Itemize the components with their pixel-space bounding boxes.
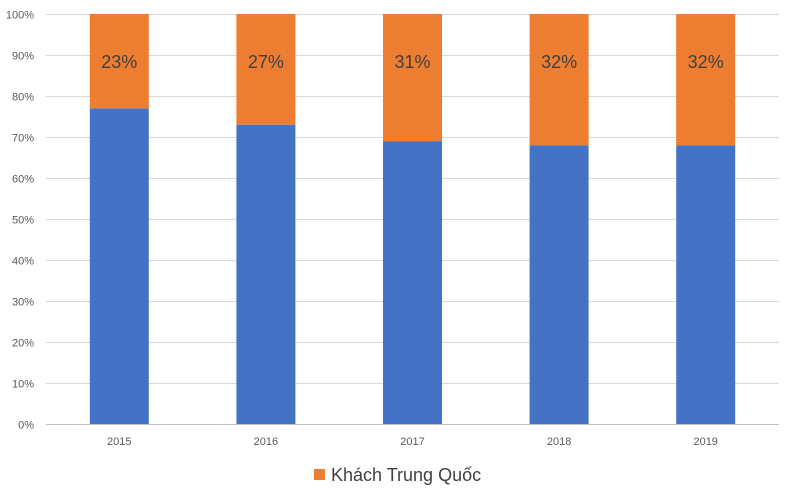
y-tick-label: 20% — [12, 338, 34, 350]
y-tick-label: 70% — [12, 133, 34, 145]
y-tick-label: 90% — [12, 51, 34, 63]
x-tick-label: 2016 — [254, 436, 278, 448]
bar-2019-series-2 — [676, 14, 736, 146]
y-axis-ticks: 0% 10% 20% 30% 40% 50% 60% 70% 80% 90% 100% — [6, 10, 34, 432]
legend-swatch — [314, 469, 325, 480]
data-label-2016: 27% — [248, 52, 284, 72]
legend: Khách Trung Quốc — [314, 465, 481, 485]
data-label-2017: 31% — [394, 52, 430, 72]
legend-label: Khách Trung Quốc — [331, 465, 481, 485]
y-tick-label: 30% — [12, 297, 34, 309]
data-label-2018: 32% — [541, 52, 577, 72]
x-tick-label: 2017 — [400, 436, 424, 448]
bar-2016-series-2 — [236, 14, 296, 125]
y-tick-label: 80% — [12, 92, 34, 104]
bar-2017-series-1 — [383, 141, 442, 424]
y-tick-label: 0% — [18, 420, 34, 432]
y-tick-label: 60% — [12, 174, 34, 186]
bar-2018-series-2 — [529, 14, 589, 146]
y-tick-label: 40% — [12, 256, 34, 268]
bar-2017-series-2 — [383, 14, 442, 142]
bar-2016-series-1 — [236, 124, 296, 424]
y-tick-label: 100% — [6, 10, 34, 22]
bar-2019-series-1 — [676, 145, 736, 424]
x-tick-label: 2018 — [547, 436, 571, 448]
x-tick-label: 2019 — [693, 436, 717, 448]
y-tick-label: 50% — [12, 215, 34, 227]
bars: 23% 27% 31% 32% 32% — [89, 14, 736, 425]
data-label-2015: 23% — [101, 52, 137, 72]
bar-2015-series-1 — [89, 108, 149, 425]
y-tick-label: 10% — [12, 379, 34, 391]
bar-2018-series-1 — [529, 145, 589, 424]
x-tick-label: 2015 — [107, 436, 131, 448]
bar-2015-series-2 — [89, 14, 149, 109]
x-axis-ticks: 2015 2016 2017 2018 2019 — [107, 436, 718, 448]
data-label-2019: 32% — [688, 52, 724, 72]
